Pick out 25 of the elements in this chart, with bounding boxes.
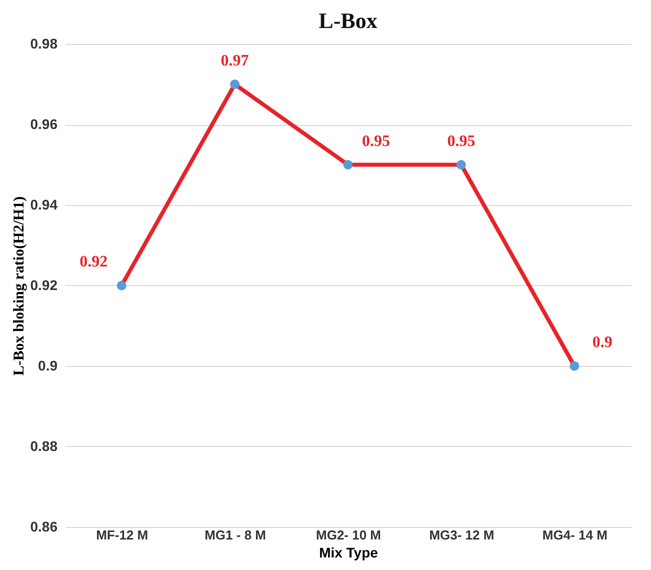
point bbox=[230, 80, 240, 89]
chart-title: L-Box bbox=[318, 8, 378, 33]
data-label: 0.95 bbox=[362, 132, 390, 150]
y-tick-label: 0.94 bbox=[30, 196, 58, 212]
y-axis-title: L-Box bloking ratio(H2/H1) bbox=[11, 196, 28, 376]
data-label: 0.92 bbox=[80, 254, 108, 270]
point bbox=[570, 361, 580, 371]
point bbox=[456, 160, 466, 170]
y-tick-label: 0.96 bbox=[30, 116, 58, 132]
x-axis-title: Mix Type bbox=[319, 544, 378, 560]
y-tick-label: 0.9 bbox=[38, 358, 58, 374]
data-label: 0.9 bbox=[592, 334, 612, 351]
x-tick-label: MG4- 14 M bbox=[542, 528, 608, 542]
x-tick-label: MG3- 12 M bbox=[429, 528, 494, 542]
point bbox=[116, 280, 126, 290]
point bbox=[343, 160, 353, 170]
y-tick-label: 0.88 bbox=[30, 438, 58, 454]
y-tick-label: 0.86 bbox=[30, 518, 58, 534]
data-label: 0.95 bbox=[447, 132, 476, 150]
x-tick-label: MG2- 10 M bbox=[316, 528, 382, 542]
x-tick-label: MG1 - 8 M bbox=[204, 528, 266, 542]
x-tick-label: MF-12 M bbox=[96, 528, 148, 542]
y-tick-label: 0.92 bbox=[30, 277, 58, 293]
data-label: 0.97 bbox=[220, 52, 249, 70]
y-tick-label: 0.98 bbox=[30, 36, 58, 52]
